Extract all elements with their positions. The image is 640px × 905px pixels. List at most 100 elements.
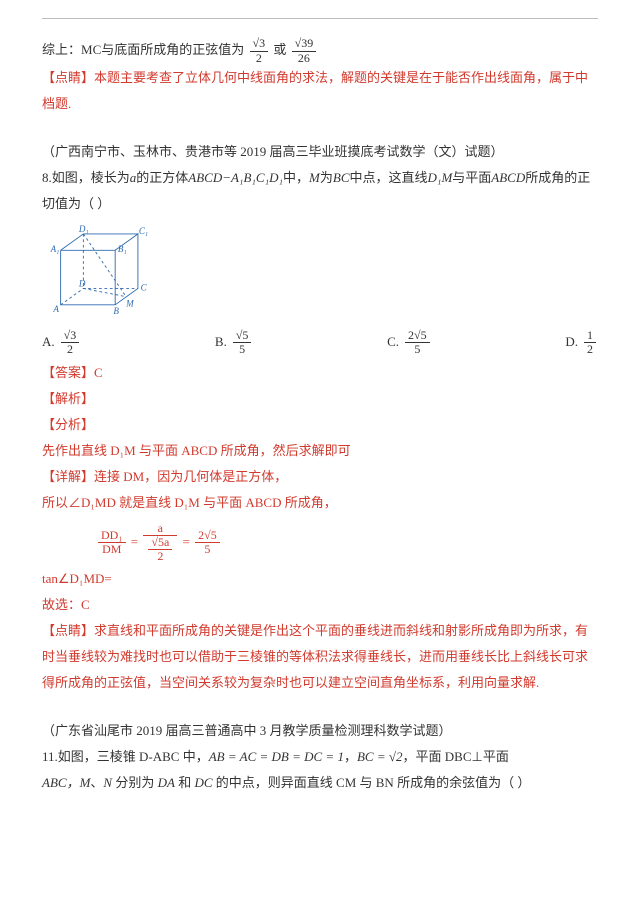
lbl-A: A <box>52 304 59 314</box>
source-1: （广西南宁市、玉林市、贵港市等 2019 届高三毕业班摸底考试数学（文）试题） <box>42 139 598 165</box>
text: 11.如图，三棱锥 D-ABC 中， <box>42 749 209 764</box>
text: ，平面 DBC⊥平面 <box>403 749 509 764</box>
commentary: 【点睛】本题主要考查了立体几何中线面角的求法，解题的关键是在于能否作出线面角，属… <box>42 65 598 117</box>
text: ， <box>344 749 357 764</box>
detail-1: 【详解】连接 DM，因为几何体是正方体， <box>42 464 598 490</box>
source-2: （广东省汕尾市 2019 届高三普通高中 3 月教学质量检测理科数学试题） <box>42 718 598 744</box>
lbl-A1: A₁ <box>50 244 60 254</box>
text: 的中点，则异面直线 CM 与 BN 所成角的余弦值为（ ） <box>213 775 531 790</box>
frac-num: 1 <box>584 329 596 343</box>
fenxi-hdr: 【分析】 <box>42 412 598 438</box>
line-summary: 综上：MC与底面所成角的正弦值为 √3 2 或 √39 26 <box>42 37 598 65</box>
var: M <box>80 775 91 790</box>
guxuan: 故选：C <box>42 592 598 618</box>
q11-line2: ABC，M、N 分别为 DA 和 DC 的中点，则异面直线 CM 与 BN 所成… <box>42 770 598 796</box>
fraction: √39 26 <box>292 37 317 64</box>
cube-svg: D₁ C₁ A₁ B₁ D C A B M <box>42 223 152 323</box>
var: BC = √2 <box>357 749 403 764</box>
fenxi-body: 先作出直线 D₁M 与平面 ABCD 所成角，然后求解即可 <box>42 438 598 464</box>
cube-figure: D₁ C₁ A₁ B₁ D C A B M <box>42 223 152 323</box>
frac-num: 2√5 <box>195 529 220 543</box>
formula: DD₁ DM = a √5a 2 = 2√5 5 <box>96 522 598 564</box>
frac-num: 2√5 <box>405 329 430 343</box>
eq: = <box>131 534 142 549</box>
text: 综上： <box>42 42 81 57</box>
option-D: D. 1 2 <box>565 329 598 356</box>
text: 、 <box>90 775 103 790</box>
page: 综上：MC与底面所成角的正弦值为 √3 2 或 √39 26 【点睛】本题主要考… <box>0 0 640 826</box>
var: DC <box>194 775 212 790</box>
frac-num: a <box>143 522 177 536</box>
frac-num: √3 <box>61 329 80 343</box>
frac-den: 2 <box>584 343 596 356</box>
text: 或 <box>273 42 286 57</box>
lbl-C1: C₁ <box>139 226 148 236</box>
fraction: √5 5 <box>233 329 252 356</box>
frac-den: 2 <box>61 343 80 356</box>
var: AB = AC = DB = DC = 1 <box>209 749 344 764</box>
frac-den: √5a 2 <box>143 536 177 563</box>
option-C: C. 2√5 5 <box>387 329 432 356</box>
answer: 【答案】C <box>42 360 598 386</box>
opt-label: D. <box>565 329 578 355</box>
frac-den: 26 <box>292 52 317 65</box>
fraction: √3 2 <box>250 37 269 64</box>
lbl-B: B <box>113 306 119 316</box>
detail-2: 所以∠D₁MD 就是直线 D₁M 与平面 ABCD 所成角， <box>42 490 598 516</box>
frac-den: DM <box>98 543 126 556</box>
var: ABCD <box>491 170 525 185</box>
text: 分别为 <box>112 775 158 790</box>
opt-label: A. <box>42 329 55 355</box>
eq: = <box>183 534 194 549</box>
lbl-D: D <box>78 278 86 288</box>
var: ABC， <box>42 775 80 790</box>
fraction: DD₁ DM <box>98 529 126 556</box>
lbl-D1: D₁ <box>78 224 89 234</box>
var: ABCD−A₁B₁C₁D₁ <box>188 170 283 185</box>
text: 的正方体 <box>136 170 188 185</box>
text: 中点，这直线 <box>350 170 428 185</box>
lbl-B1: B₁ <box>118 244 127 254</box>
frac-den: 5 <box>405 343 430 356</box>
frac-den: 2 <box>250 52 269 65</box>
fraction: 1 2 <box>584 329 596 356</box>
text: 8.如图，棱长为 <box>42 170 130 185</box>
opt-label: B. <box>215 329 227 355</box>
frac-num: √5 <box>233 329 252 343</box>
frac-den: 5 <box>233 343 252 356</box>
text: 与平面 <box>452 170 491 185</box>
var: DA <box>158 775 175 790</box>
q11-line1: 11.如图，三棱锥 D-ABC 中，AB = AC = DB = DC = 1，… <box>42 744 598 770</box>
options-row: A. √3 2 B. √5 5 C. 2√5 5 D. 1 2 <box>42 329 598 356</box>
frac-num: √39 <box>292 37 317 51</box>
analysis-hdr: 【解析】 <box>42 386 598 412</box>
tan-line: tan∠D₁MD= <box>42 566 598 592</box>
text: 中， <box>283 170 309 185</box>
frac-den: 5 <box>195 543 220 556</box>
text: MC <box>81 42 101 57</box>
lbl-M: M <box>125 298 134 308</box>
q8-stem: 8.如图，棱长为a的正方体ABCD−A₁B₁C₁D₁中，M为BC中点，这直线D₁… <box>42 165 598 217</box>
text: 与底面所成角的正弦值为 <box>101 42 244 57</box>
text: 和 <box>175 775 195 790</box>
fraction: 2√5 5 <box>405 329 430 356</box>
fraction: 2√5 5 <box>195 529 220 556</box>
var: N <box>103 775 112 790</box>
frac-num: DD₁ <box>98 529 126 543</box>
option-A: A. √3 2 <box>42 329 81 356</box>
opt-label: C. <box>387 329 399 355</box>
var: BC <box>333 170 350 185</box>
fraction: √3 2 <box>61 329 80 356</box>
var: M <box>309 170 320 185</box>
option-B: B. √5 5 <box>215 329 254 356</box>
nested-fraction: √5a 2 <box>148 536 172 563</box>
dianjing: 【点睛】求直线和平面所成角的关键是作出这个平面的垂线进而斜线和射影所成角即为所求… <box>42 618 598 696</box>
frac-num: √3 <box>250 37 269 51</box>
fraction: a √5a 2 <box>143 522 177 564</box>
lbl-C: C <box>141 282 148 292</box>
frac-den: 2 <box>148 550 172 563</box>
top-rule <box>42 18 598 19</box>
text: 为 <box>320 170 333 185</box>
var: D₁M <box>428 170 453 185</box>
frac-num: √5a <box>148 536 172 550</box>
